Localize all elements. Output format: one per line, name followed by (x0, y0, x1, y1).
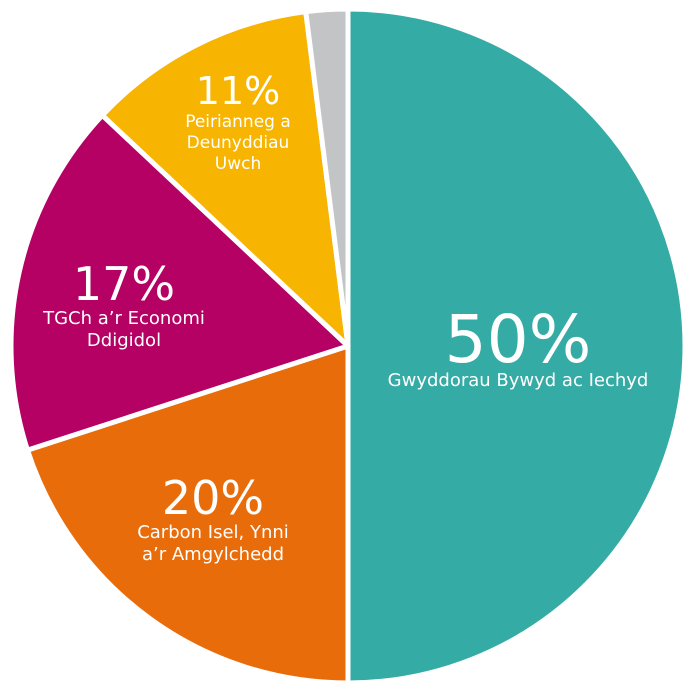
slice-other (303, 6, 351, 349)
slice-category-label: Ddigidol (87, 330, 161, 351)
slice-percent-label: 11% (196, 69, 280, 113)
slice-life-sciences-health (345, 6, 688, 686)
slice-category-label: Deunyddiau (187, 133, 290, 153)
slice-percent-label: 20% (162, 471, 264, 525)
slice-ict-digital-economy (8, 112, 351, 453)
slice-percent-label: 17% (73, 257, 175, 311)
slice-category-label: Gwyddorau Bywyd ac Iechyd (388, 370, 649, 391)
pie-slices (8, 6, 688, 686)
slice-percent-label: 50% (445, 301, 592, 378)
slice-category-label: Carbon Isel, Ynni (137, 522, 289, 543)
slice-low-carbon-energy-environment (24, 343, 351, 686)
slice-category-label: Uwch (215, 154, 261, 174)
pie-labels: 50%Gwyddorau Bywyd ac Iechyd 20%Carbon Is… (42, 69, 648, 565)
slice-category-label: TGCh a’r Economi (42, 308, 205, 329)
slice-category-label: Peirianneg a (185, 112, 291, 132)
slice-advanced-engineering-materials (99, 9, 351, 349)
slice-category-label: a’r Amgylchedd (142, 544, 284, 565)
